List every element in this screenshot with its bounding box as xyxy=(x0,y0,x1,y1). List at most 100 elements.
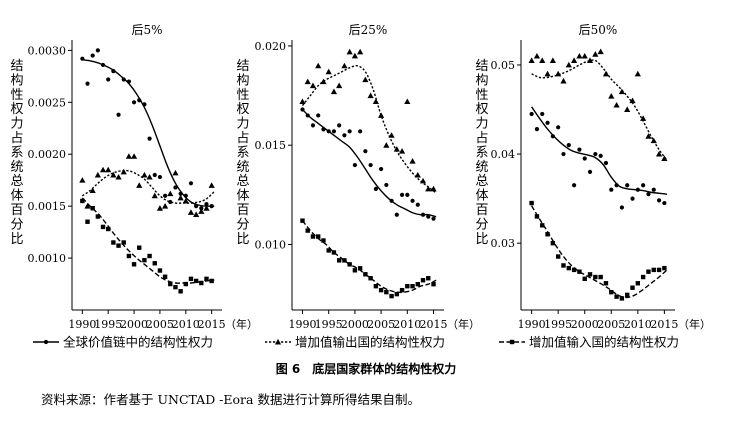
panel-2-vax-point xyxy=(325,68,332,75)
panel-1-gvc-point xyxy=(100,62,106,68)
panel-3-vam-trend-line xyxy=(531,205,668,299)
panel-3-gvc-point xyxy=(577,147,582,152)
panel-2-xtick-label: 1990 xyxy=(288,318,316,331)
panel-1-vax-point xyxy=(172,169,179,176)
panel-1-vax-point xyxy=(187,209,195,215)
panel-3-vax-point xyxy=(539,57,546,63)
panel-3-vam-point xyxy=(587,272,593,277)
panel-1-xtick-label: 2010 xyxy=(172,318,200,331)
panel-3-vam-point xyxy=(640,274,646,280)
panel-2-gvc-point xyxy=(368,162,373,168)
panel-3-xtick-label: 1990 xyxy=(518,318,546,331)
panel-2-gvc-point xyxy=(337,123,342,128)
panel-2-gvc-point xyxy=(347,129,352,134)
panel-2-vam-point xyxy=(410,283,415,289)
panel-3-vam-point xyxy=(598,274,603,280)
panel-3-vax-point xyxy=(634,70,641,77)
panel-2-vax-point xyxy=(346,48,353,55)
panel-2-gvc-point xyxy=(358,129,363,134)
panel-1-vam-trend-line xyxy=(81,197,215,284)
panel-2-gvc-point xyxy=(326,129,331,134)
panel-1-vam-point xyxy=(100,224,106,230)
panel-1-gvc-point xyxy=(126,79,131,84)
panel-3-year-unit: （年） xyxy=(678,317,711,331)
panel-1-vam-point xyxy=(173,284,178,290)
panel-1-vax-point xyxy=(193,211,200,217)
panel-1-vam-point xyxy=(209,278,214,284)
panel-1-vax-point xyxy=(89,187,96,194)
panel-1-vax-point xyxy=(146,173,153,180)
panel-2-vax-point xyxy=(430,185,437,192)
panel-3-vam-point xyxy=(566,265,571,271)
panel-2-gvc-point xyxy=(310,123,316,128)
panel-3-gvc-point xyxy=(625,183,630,188)
panel-3-vax-point xyxy=(528,57,535,63)
panel-2-vam-point xyxy=(373,283,379,289)
panel-1-vax-point xyxy=(99,166,107,173)
panel-3-vax-point xyxy=(565,61,572,68)
panel-3-vax-point xyxy=(586,57,594,63)
panel-2-gvc-point xyxy=(352,162,357,168)
panel-2-gvc-point xyxy=(394,212,399,217)
panel-1-xtick-label: 2000 xyxy=(120,318,148,331)
panel-3-vam-point xyxy=(529,200,534,206)
panel-1-vam-point xyxy=(178,289,183,294)
panel-2-vax-point xyxy=(388,132,395,138)
panel-1-ytick-label: 0.0015 xyxy=(28,200,67,213)
panel-1-gvc-point xyxy=(85,81,90,86)
panel-2-vam-point xyxy=(384,289,389,295)
panel-1-vax-point xyxy=(182,197,189,204)
panel-1-vam-point xyxy=(183,281,188,287)
panel-2-gvc-point xyxy=(379,166,384,172)
panel-2-gvc-point xyxy=(420,212,426,217)
panel-1-title: 后5% xyxy=(131,23,162,37)
panel-2-vam-point xyxy=(405,283,410,289)
panel-1-gvc-point xyxy=(204,201,209,207)
panel-3-gvc-point xyxy=(545,120,550,125)
panel-1-xtick-label: 1990 xyxy=(68,318,96,331)
panel-2-gvc-point xyxy=(373,186,378,191)
panel-1-xtick-label: 2015 xyxy=(198,318,226,331)
legend-vax-label: 增加值输出国的结构性权力 xyxy=(295,335,445,350)
panel-2-gvc-point xyxy=(431,216,436,221)
panel-2-vax-point xyxy=(315,62,322,69)
panel-3-vam-point xyxy=(619,296,625,301)
panel-1-vam-point xyxy=(137,245,142,250)
panel-1-gvc-point xyxy=(137,98,142,103)
panel-2-vam-point xyxy=(420,278,426,283)
panel-2-gvc-point xyxy=(405,192,410,197)
panel-3-vax-point xyxy=(576,52,583,59)
panel-2-vam-point xyxy=(399,287,405,293)
panel-2-vax-point xyxy=(398,148,406,154)
panel-2-xtick-label: 1995 xyxy=(315,318,343,331)
panel-1-gvc-point xyxy=(152,172,157,178)
panel-1-gvc-point xyxy=(116,112,121,117)
panel-2-xtick-label: 2005 xyxy=(367,318,395,331)
panel-1-ylabel: 结构性权力占系统总体百分比 xyxy=(10,59,23,247)
panel-2-year-unit: （年） xyxy=(447,317,480,331)
panel-3-vax-point xyxy=(533,52,541,59)
panel-1-vax-point xyxy=(105,166,112,173)
panel-1-vam-point xyxy=(168,281,173,287)
panel-3-vax-point xyxy=(655,150,663,157)
panel-2-gvc-point xyxy=(389,198,394,203)
panel-1-vax-point xyxy=(151,192,158,199)
panel-2-gvc-point xyxy=(300,107,305,112)
panel-2-xtick-label: 2000 xyxy=(341,318,369,331)
panel-3-vam-point xyxy=(577,269,582,274)
panel-1-year-unit: （年） xyxy=(225,317,258,331)
panel-1-vam-point xyxy=(162,274,168,279)
panel-3-xtick-label: 2010 xyxy=(624,318,652,331)
panel-3-vax-point xyxy=(597,48,604,55)
panel-2-vax-point xyxy=(419,177,427,184)
panel-3-vax-point xyxy=(544,70,551,77)
panel-3-vax-point xyxy=(650,137,657,144)
panel-1-gvc-point xyxy=(157,174,163,180)
panel-3-gvc-point xyxy=(619,205,624,210)
panel-1-vam-point xyxy=(106,226,111,232)
panel-2-vam-point xyxy=(347,262,352,267)
panel-1-gvc-point xyxy=(95,48,100,53)
panel-3-vax-point xyxy=(560,77,567,84)
panel-3-gvc-point xyxy=(572,183,577,188)
panel-1-ytick-label: 0.0030 xyxy=(28,44,67,57)
